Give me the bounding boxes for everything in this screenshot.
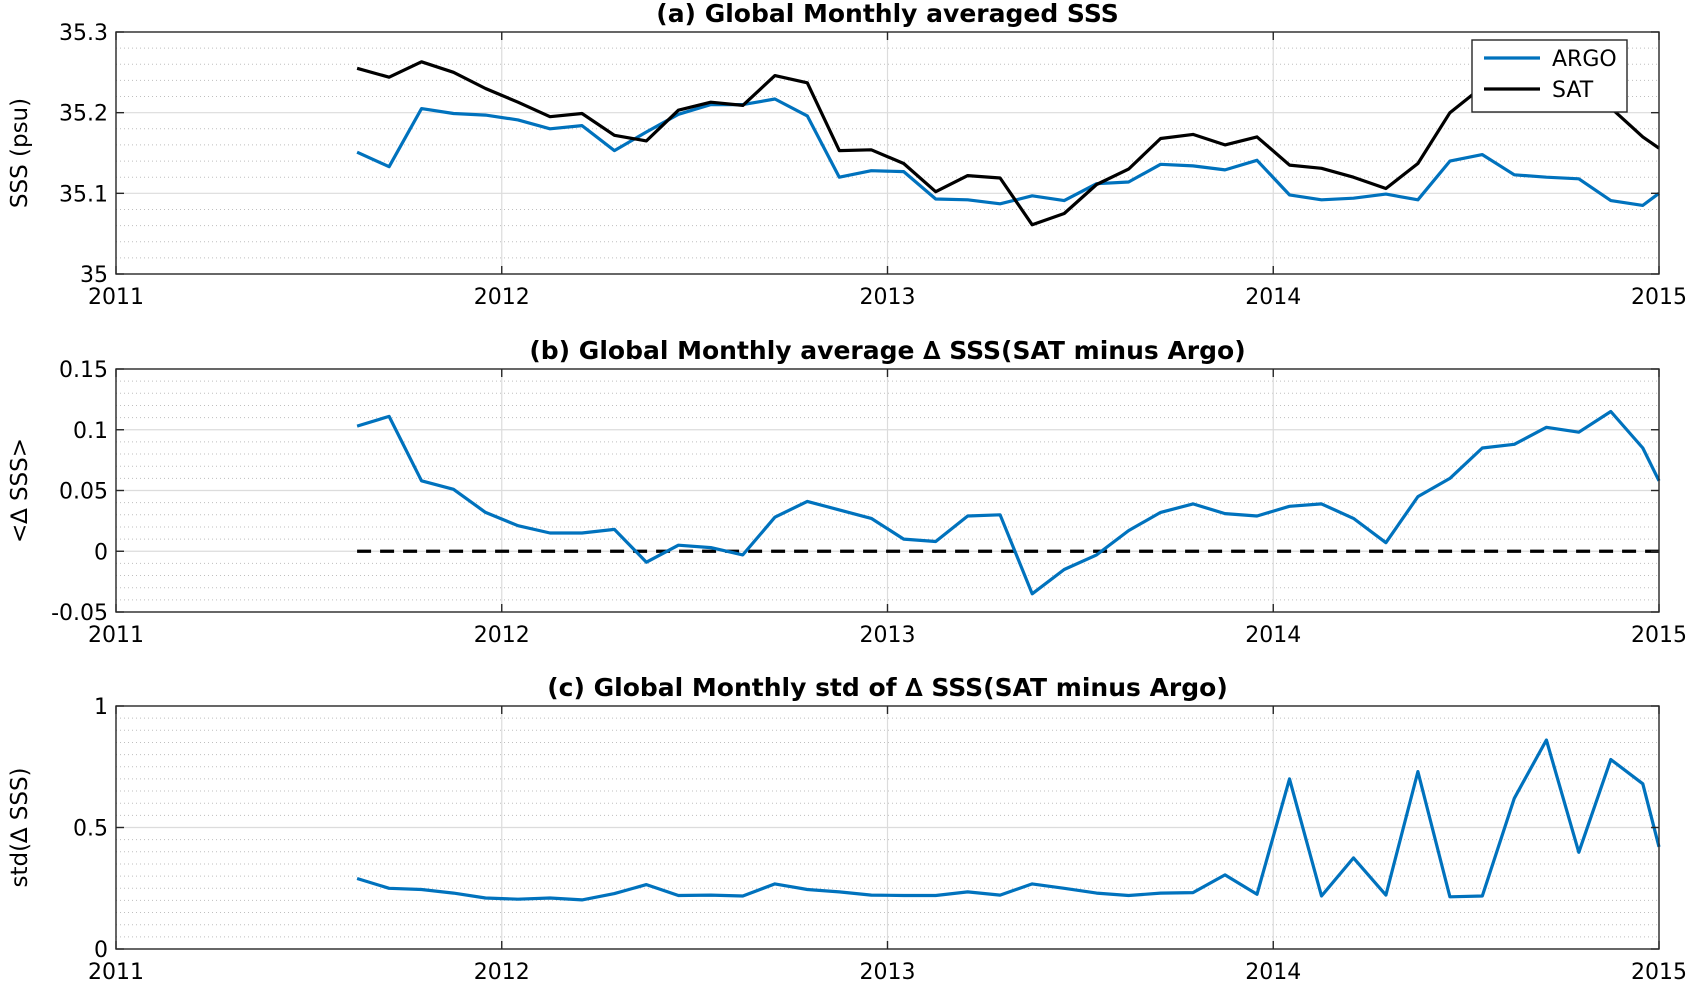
chart-title-a: (a) Global Monthly averaged SSS <box>656 0 1118 28</box>
legend-label-argo: ARGO <box>1552 47 1617 72</box>
panel-b: -0.05 0 0.05 0.1 0.15 2011 2012 2013 2014 2015 (b)… <box>7 336 1687 648</box>
y-tick-label-a: 35 <box>80 263 108 288</box>
x-tick-label-b: 2013 <box>860 623 916 648</box>
y-tick-label-b: 0.05 <box>59 480 108 505</box>
series-line-b <box>356 409 1661 596</box>
y-tick-label-b: 0.15 <box>59 358 108 383</box>
x-tick-label-c: 2011 <box>88 960 144 982</box>
y-tick-label-a: 35.3 <box>59 21 108 46</box>
x-tick-label-a: 2015 <box>1631 285 1687 310</box>
y-tick-label-b: 0.1 <box>73 419 108 444</box>
panel-a: 35 35.1 35.2 35.3 2011 2012 2013 2014 2015 (a) Gl… <box>7 0 1687 310</box>
y-tick-label-a: 35.2 <box>59 102 108 127</box>
y-tick-label-c: 0.5 <box>73 817 108 842</box>
y-axis-label-a: SSS (psu) <box>7 98 33 208</box>
y-tick-label-a: 35.1 <box>59 182 108 207</box>
legend-box <box>1471 39 1628 113</box>
x-tick-label-c: 2012 <box>474 960 530 982</box>
x-tick-label-a: 2014 <box>1245 285 1301 310</box>
x-tick-label-b: 2011 <box>88 623 144 648</box>
panel-c: 0 0.5 1 2011 2012 2013 2014 2015 (c) Global Mont… <box>7 673 1687 982</box>
chart-title-b: (b) Global Monthly average ∆ SSS(SAT min… <box>529 336 1245 365</box>
x-tick-label-c: 2014 <box>1245 960 1301 982</box>
y-axis-label-c: std(∆ SSS) <box>7 767 33 887</box>
y-axis-label-b: <∆ SSS> <box>7 438 33 543</box>
y-tick-label-c: 0 <box>94 938 108 963</box>
x-tick-label-b: 2012 <box>474 623 530 648</box>
x-tick-label-b: 2014 <box>1245 623 1301 648</box>
x-tick-label-c: 2015 <box>1631 960 1687 982</box>
y-tick-label-b: 0 <box>94 540 108 565</box>
series-line-c <box>356 738 1661 902</box>
y-tick-label-b: -0.05 <box>51 601 108 626</box>
sat-line-a <box>356 60 1660 227</box>
x-tick-label-a: 2013 <box>860 285 916 310</box>
x-tick-label-a: 2011 <box>88 285 144 310</box>
x-tick-label-b: 2015 <box>1631 623 1687 648</box>
x-tick-label-a: 2012 <box>474 285 530 310</box>
chart-title-c: (c) Global Monthly std of ∆ SSS(SAT minu… <box>547 673 1228 702</box>
x-tick-label-c: 2013 <box>860 960 916 982</box>
y-tick-label-c: 1 <box>94 695 108 720</box>
legend-label-sat: SAT <box>1552 78 1594 103</box>
